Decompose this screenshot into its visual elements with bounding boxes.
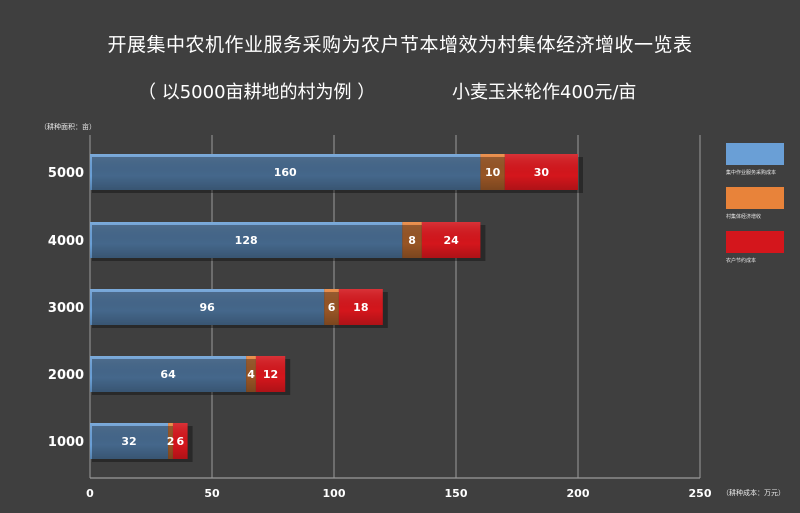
bar-segment-shade — [90, 154, 481, 190]
bar-value-label: 6 — [176, 435, 184, 448]
legend-label: 村集体经济增收 — [726, 213, 761, 220]
bar-segment-shade — [338, 289, 383, 325]
x-tick-label: 100 — [323, 487, 346, 500]
bar-value-label: 8 — [408, 234, 416, 247]
y-category-label: 3000 — [48, 301, 84, 316]
y-category-label: 1000 — [48, 435, 84, 450]
legend-swatch — [726, 231, 784, 253]
bar-segment-shade — [90, 289, 325, 325]
bar-segment-shade — [168, 423, 173, 459]
x-tick-label: 250 — [689, 487, 712, 500]
bar-segment-shade — [421, 222, 481, 258]
chart-note: 小麦玉米轮作400元/亩 — [452, 82, 637, 103]
chart-subtitle: （ 以5000亩耕地的村为例 ） — [138, 82, 376, 103]
bar-value-label: 30 — [534, 166, 550, 179]
bar-segment-shade — [90, 356, 247, 392]
bar-value-label: 18 — [353, 301, 368, 314]
legend-swatch — [726, 187, 784, 209]
bar-segment-shade — [402, 222, 422, 258]
x-tick-label: 150 — [445, 487, 468, 500]
legend-swatch — [726, 143, 784, 165]
bar-value-label: 10 — [485, 166, 501, 179]
legend-label: 农户节约成本 — [726, 257, 756, 264]
bar-value-label: 24 — [443, 234, 459, 247]
bar-value-label: 12 — [263, 368, 278, 381]
bar-shadow — [92, 157, 583, 193]
bar-value-label: 2 — [167, 435, 175, 448]
bar-shadow — [92, 225, 486, 261]
bar-value-label: 32 — [121, 435, 136, 448]
bar-value-label: 6 — [328, 301, 336, 314]
bar-segment-shade — [480, 154, 505, 190]
y-category-label: 2000 — [48, 368, 84, 383]
bar-segment-shade — [504, 154, 578, 190]
bar-segment-shade — [90, 423, 169, 459]
chart-title: 开展集中农机作业服务采购为农户节本增效为村集体经济增收一览表 — [107, 34, 693, 56]
bar-segment-shade — [255, 356, 286, 392]
bar-value-label: 4 — [247, 368, 255, 381]
x-axis-unit-label: （耕种成本：万元） — [722, 489, 785, 497]
y-category-label: 4000 — [48, 234, 84, 249]
bar-shadow — [92, 292, 388, 328]
bar-segment-shade — [90, 222, 403, 258]
bar-value-label: 96 — [199, 301, 215, 314]
y-axis-unit-label: （耕种面积：亩） — [40, 123, 96, 131]
bar-segment-shade — [324, 289, 339, 325]
bar-segment-shade — [246, 356, 256, 392]
x-tick-label: 50 — [204, 487, 220, 500]
legend-label: 集中作业服务采购成本 — [726, 169, 776, 176]
bar-value-label: 128 — [235, 234, 258, 247]
x-tick-label: 200 — [567, 487, 590, 500]
bar-segment-shade — [172, 423, 188, 459]
bar-value-label: 160 — [274, 166, 297, 179]
bar-value-label: 64 — [160, 368, 176, 381]
x-tick-label: 0 — [86, 487, 94, 500]
y-category-label: 5000 — [48, 166, 84, 181]
